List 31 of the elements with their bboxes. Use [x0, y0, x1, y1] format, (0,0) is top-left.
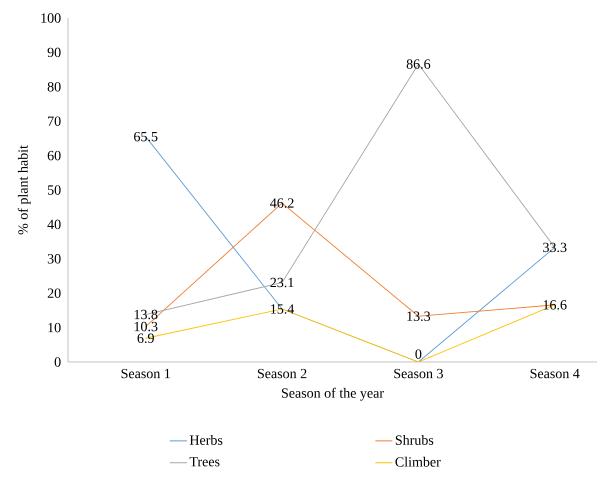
y-tick-label: 40 — [47, 220, 61, 230]
data-label: 86.6 — [406, 59, 430, 69]
data-label: 23.1 — [270, 278, 294, 288]
y-tick-label: 10 — [48, 322, 61, 332]
y-tick-label: 0 — [54, 357, 61, 367]
y-tick-label: 70 — [48, 116, 61, 126]
y-tick-label: 20 — [48, 288, 61, 298]
x-tick-label: Season 3 — [394, 368, 443, 378]
legend-label: Climber — [395, 456, 441, 467]
x-tick-label: Season 1 — [122, 368, 170, 378]
data-label: 46.2 — [270, 198, 294, 208]
x-axis-title: Season of the year — [282, 388, 384, 401]
data-label: 16.6 — [544, 300, 567, 310]
x-tick-label: Season 4 — [530, 368, 580, 378]
data-label: 33.3 — [543, 242, 566, 252]
y-tick-label: 60 — [48, 150, 61, 160]
data-label: 13.8 — [134, 310, 158, 320]
y-tick-label: 30 — [48, 254, 61, 264]
data-label: 10.3 — [134, 322, 158, 332]
legend-label: Shrubs — [396, 434, 434, 445]
legend-label: Herbs — [190, 434, 222, 445]
data-label: 6.9 — [138, 334, 154, 343]
y-tick-label: 50 — [48, 185, 61, 195]
data-label: 0 — [415, 349, 422, 359]
y-tick-label: 90 — [48, 48, 61, 58]
y-tick-label: 100 — [41, 13, 61, 23]
legend-label: Trees — [190, 457, 220, 466]
y-axis-title: % of plant habit — [18, 145, 31, 234]
y-tick-label: 80 — [48, 82, 61, 92]
x-tick-label: Season 2 — [258, 368, 306, 378]
data-label: 65.5 — [134, 132, 158, 142]
